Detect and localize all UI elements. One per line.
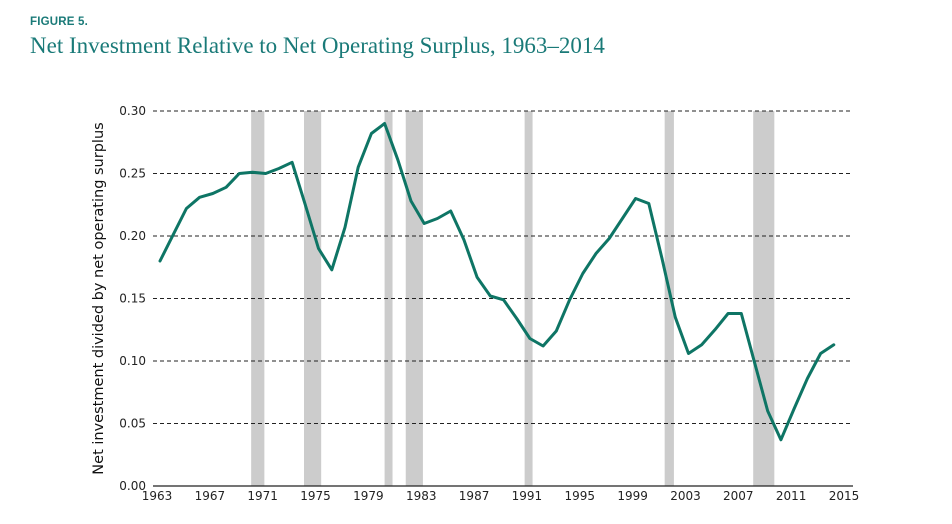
y-tick-label: 0.20	[119, 229, 146, 243]
chart-title: Net Investment Relative to Net Operating…	[30, 33, 605, 58]
y-tick-label: 0.30	[119, 104, 146, 118]
x-tick-label: 1987	[459, 489, 490, 503]
x-tick-label: 1963	[142, 489, 173, 503]
recession-band	[664, 111, 674, 486]
figure-label: FIGURE 5.	[30, 16, 89, 28]
y-tick-label: 0.05	[119, 417, 146, 431]
x-tick-label: 2011	[776, 489, 807, 503]
series-layer	[158, 122, 836, 442]
x-tick-label: 2007	[723, 489, 754, 503]
series-line	[158, 122, 836, 442]
x-tick-label: 1975	[300, 489, 331, 503]
x-tick-label: 1995	[564, 489, 595, 503]
y-axis-title: Net investment divided by net operating …	[91, 122, 107, 474]
x-tick-label: 1983	[406, 489, 437, 503]
x-tick-label: 2015	[829, 489, 860, 503]
recession-band	[524, 111, 533, 486]
y-tick-label: 0.10	[119, 354, 146, 368]
recession-band	[304, 111, 322, 486]
y-axis-ticks: 0.00 0.05 0.10 0.15 0.20 0.25 0.30	[119, 104, 146, 493]
y-tick-label: 0.15	[119, 292, 146, 306]
x-tick-label: 1967	[195, 489, 226, 503]
x-tick-label: 1971	[247, 489, 278, 503]
y-tick-label: 0.25	[119, 167, 146, 181]
recession-band	[384, 111, 393, 486]
recession-band	[251, 111, 265, 486]
x-tick-label: 2003	[670, 489, 701, 503]
y-tick-label: 0.00	[119, 479, 146, 493]
x-tick-label: 1979	[353, 489, 384, 503]
x-tick-label: 1991	[512, 489, 543, 503]
x-tick-label: 1999	[617, 489, 648, 503]
x-axis-ticks: 1963 1967 1971 1975 1979 1983 1987 1991 1995 1999…	[142, 489, 860, 503]
